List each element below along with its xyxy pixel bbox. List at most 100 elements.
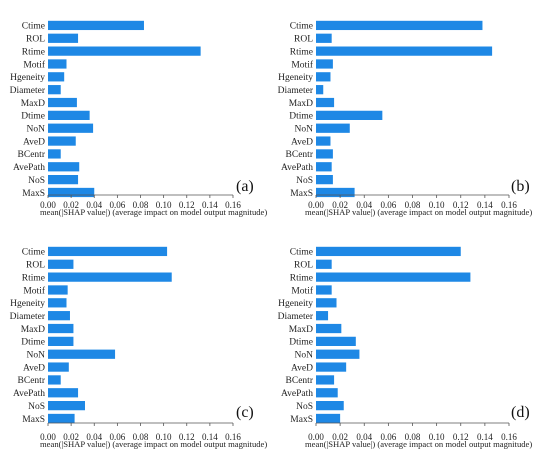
category-label: MaxD xyxy=(21,99,45,109)
category-label: MaxD xyxy=(289,99,313,109)
category-label: MaxS xyxy=(22,415,45,425)
x-tick-label: 0.10 xyxy=(429,432,445,442)
category-label: ROL xyxy=(294,35,313,45)
bar-rtime xyxy=(48,272,172,282)
category-label: AveD xyxy=(291,363,313,373)
bar-rol xyxy=(48,259,74,269)
x-tick-label: 0.02 xyxy=(332,432,348,442)
x-tick-label: 0.00 xyxy=(308,432,324,442)
bar-rol xyxy=(316,33,332,43)
bar-hgeneity xyxy=(316,298,337,308)
bar-avepath xyxy=(316,162,332,172)
category-label: AvePath xyxy=(13,389,45,399)
x-tick-label: 0.06 xyxy=(110,432,126,442)
bar-bcentr xyxy=(48,375,61,385)
bar-rtime xyxy=(48,46,201,56)
category-label: Ctime xyxy=(22,248,45,258)
panel-label: (b) xyxy=(511,178,530,195)
category-label: Ctime xyxy=(290,248,313,258)
bar-aved xyxy=(48,362,69,372)
category-label: NoS xyxy=(28,402,45,412)
x-tick-label: 0.14 xyxy=(477,432,493,442)
bar-nos xyxy=(316,175,333,185)
bar-rtime xyxy=(316,46,493,56)
category-label: Motif xyxy=(23,285,45,296)
chart-panel-1: Ctime ROL Rtime Motif Hgeneity Diameter MaxD Dt… xyxy=(10,20,267,217)
bar-diameter xyxy=(316,85,324,95)
bar-maxd xyxy=(316,323,342,334)
bar-dtime xyxy=(316,110,383,120)
x-tick-label: 0.06 xyxy=(110,200,126,210)
x-tick-label: 0.00 xyxy=(40,432,56,442)
x-tick-label: 0.06 xyxy=(381,200,397,210)
x-axis-label: mean(|SHAP value|) (average impact on mo… xyxy=(305,439,532,449)
bar-hgeneity xyxy=(48,72,65,82)
category-label: Motif xyxy=(291,285,313,296)
category-label: Motif xyxy=(291,59,313,70)
bar-aved xyxy=(316,362,347,372)
category-label: AveD xyxy=(23,363,45,373)
x-tick-label: 0.12 xyxy=(453,432,469,442)
bar-maxs xyxy=(316,187,355,198)
category-label: Hgeneity xyxy=(278,299,313,309)
x-tick-label: 0.12 xyxy=(179,200,195,210)
bar-non xyxy=(316,349,360,359)
category-label: ROL xyxy=(294,261,313,271)
bar-maxd xyxy=(48,97,77,108)
bar-maxs xyxy=(48,187,95,198)
category-label: Hgeneity xyxy=(10,73,45,83)
bar-bcentr xyxy=(316,375,335,385)
category-label: Motif xyxy=(23,59,45,70)
x-tick-label: 0.04 xyxy=(356,432,372,442)
category-label: Ctime xyxy=(22,22,45,32)
x-tick-label: 0.12 xyxy=(179,432,195,442)
x-tick-label: 0.14 xyxy=(202,432,218,442)
bar-avepath xyxy=(48,388,79,398)
x-tick-label: 0.08 xyxy=(133,432,149,442)
chart-panel-2: Ctime ROL Rtime Motif Hgeneity Diameter MaxD Dt… xyxy=(278,20,532,217)
category-label: MaxS xyxy=(290,189,313,199)
category-label: NoS xyxy=(296,402,313,412)
x-tick-label: 0.04 xyxy=(86,200,102,210)
bar-maxs xyxy=(316,413,341,424)
bar-dtime xyxy=(48,336,74,346)
category-label: MaxS xyxy=(22,189,45,199)
bar-motif xyxy=(48,59,67,69)
category-label: AvePath xyxy=(281,163,313,173)
category-label: Ctime xyxy=(290,22,313,32)
x-axis-label: mean(|SHAP value|) (average impact on mo… xyxy=(40,207,267,217)
category-label: Rtime xyxy=(22,47,45,57)
bar-ctime xyxy=(48,246,168,257)
category-label: NoN xyxy=(295,351,314,361)
x-axis-label: mean(|SHAP value|) (average impact on mo… xyxy=(305,207,532,217)
bar-dtime xyxy=(316,336,356,346)
x-tick-label: 0.10 xyxy=(429,200,445,210)
bar-ctime xyxy=(316,20,483,31)
category-label: Hgeneity xyxy=(278,73,313,83)
x-tick-label: 0.02 xyxy=(63,200,79,210)
bar-nos xyxy=(48,401,85,411)
bar-nos xyxy=(316,401,344,411)
category-label: AveD xyxy=(291,137,313,147)
bar-rol xyxy=(316,259,332,269)
x-tick-label: 0.04 xyxy=(356,200,372,210)
bar-motif xyxy=(48,285,68,295)
category-label: BCentr xyxy=(18,150,46,160)
bar-diameter xyxy=(316,311,329,321)
x-axis-label: mean(|SHAP value|) (average impact on mo… xyxy=(40,439,267,449)
category-label: BCentr xyxy=(18,376,46,386)
x-tick-label: 0.08 xyxy=(133,200,149,210)
category-label: Diameter xyxy=(10,312,46,322)
x-tick-label: 0.06 xyxy=(381,432,397,442)
category-label: ROL xyxy=(26,261,45,271)
category-label: NoS xyxy=(28,176,45,186)
category-label: MaxS xyxy=(290,415,313,425)
x-tick-label: 0.16 xyxy=(501,432,517,442)
x-tick-label: 0.10 xyxy=(156,200,172,210)
category-label: Dtime xyxy=(21,112,45,122)
category-label: BCentr xyxy=(286,376,314,386)
chart-panel-3: Ctime ROL Rtime Motif Hgeneity Diameter MaxD Dt… xyxy=(10,246,267,449)
bar-motif xyxy=(316,285,332,295)
